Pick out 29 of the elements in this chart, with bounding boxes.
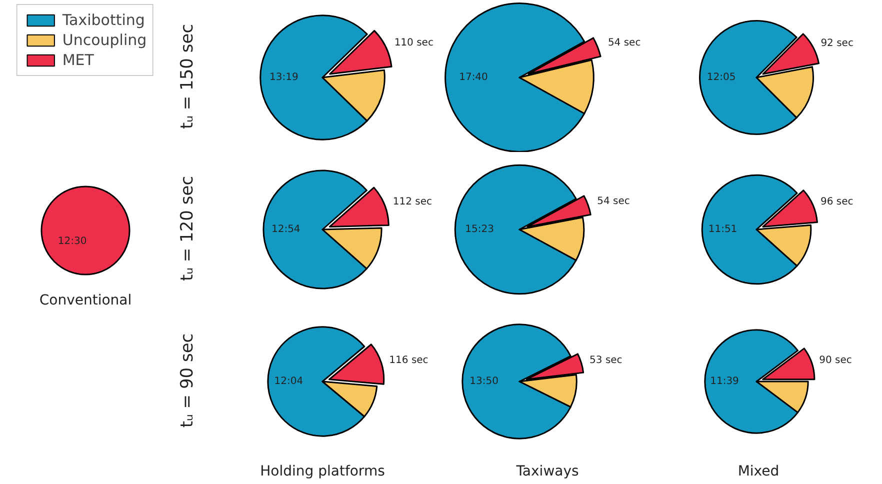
data-label: 96 sec [820, 196, 854, 208]
text: Holding platforms [260, 464, 385, 480]
data-label: 54 sec [608, 37, 641, 48]
data-label: 116 sec [389, 355, 428, 366]
data-label: 15:23 [465, 224, 494, 235]
data-label: 110 sec [394, 38, 434, 49]
data-label: 13:19 [270, 72, 298, 83]
data-label: 11:39 [710, 376, 739, 387]
text: tᵤ = 150 sec [178, 24, 198, 130]
data-label: 90 sec [819, 355, 852, 366]
data-label: 12:54 [271, 224, 300, 235]
data-label: 54 sec [597, 196, 630, 208]
text: Conventional [39, 292, 132, 308]
data-label: 53 sec [590, 355, 622, 366]
data-label: 11:51 [708, 224, 738, 235]
legend-label: MET [62, 51, 94, 69]
text: Taxiways [515, 464, 579, 480]
data-label: 92 sec [820, 38, 854, 49]
data-label: 12:04 [274, 376, 304, 387]
text: tᵤ = 90 sec [178, 333, 198, 428]
data-label: 12:05 [706, 72, 736, 83]
data-label: 13:50 [470, 376, 499, 387]
data-label: 112 sec [392, 196, 432, 208]
legend-label: Uncoupling [62, 31, 147, 49]
text: tᵤ = 120 sec [178, 176, 198, 282]
data-label: 12:30 [58, 236, 87, 248]
legend-label: Taxibotting [62, 11, 145, 29]
text: Mixed [738, 464, 780, 480]
data-label: 17:40 [459, 72, 488, 83]
